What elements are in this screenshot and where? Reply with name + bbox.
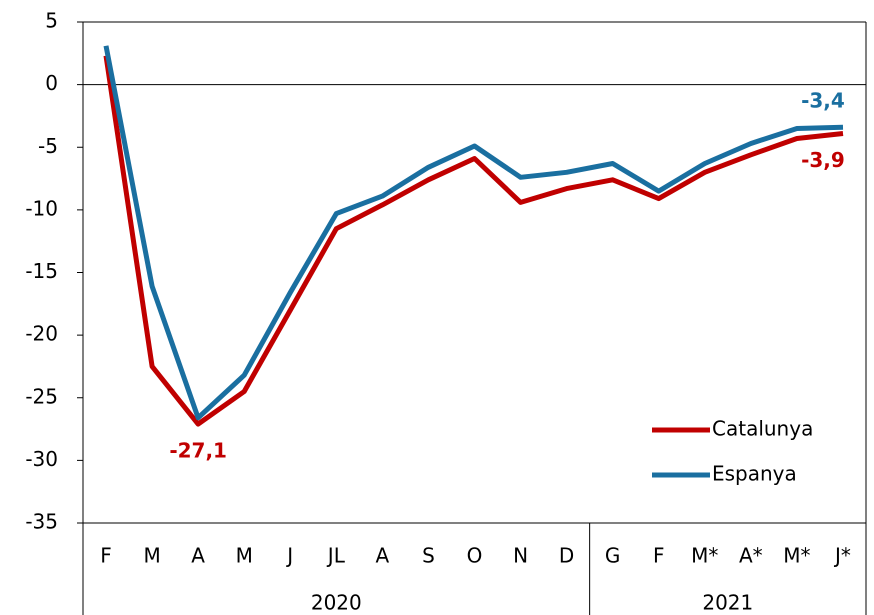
y-tick-label: -30 bbox=[25, 447, 58, 471]
x-tick-label: D bbox=[559, 544, 574, 568]
x-group-label: 2020 bbox=[311, 591, 362, 615]
x-tick-label: M bbox=[143, 544, 160, 568]
line-series bbox=[103, 55, 844, 427]
x-tick-label: J bbox=[285, 544, 293, 568]
data-label: -3,4 bbox=[801, 89, 845, 113]
y-tick-label: -5 bbox=[38, 134, 58, 158]
legend-label: Catalunya bbox=[712, 417, 813, 441]
x-tick-label: A bbox=[191, 544, 205, 568]
x-tick-label: A bbox=[376, 544, 390, 568]
x-tick-label: G bbox=[605, 544, 621, 568]
x-tick-label: A* bbox=[739, 544, 763, 568]
y-tick-label: -25 bbox=[25, 384, 58, 408]
y-tick-label: -20 bbox=[25, 322, 58, 346]
x-tick-label: M bbox=[236, 544, 253, 568]
data-label: -27,1 bbox=[169, 439, 227, 463]
x-tick-label: M* bbox=[691, 544, 718, 568]
line-series bbox=[103, 45, 844, 421]
data-label: -3,9 bbox=[801, 148, 845, 172]
x-tick-label: F bbox=[100, 544, 112, 568]
x-tick-label: N bbox=[513, 544, 528, 568]
y-tick-label: -10 bbox=[25, 196, 58, 220]
legend-label: Espanya bbox=[712, 462, 797, 486]
y-tick-label: 5 bbox=[45, 9, 58, 33]
x-tick-label: M* bbox=[783, 544, 810, 568]
y-tick-label: 0 bbox=[45, 71, 58, 95]
y-tick-label: -15 bbox=[25, 259, 58, 283]
x-tick-label: F bbox=[653, 544, 665, 568]
y-tick-label: -35 bbox=[25, 510, 58, 534]
x-group-label: 2021 bbox=[702, 591, 753, 615]
x-tick-label: S bbox=[422, 544, 435, 568]
x-tick-label: J* bbox=[833, 544, 851, 568]
x-tick-label: JL bbox=[326, 544, 346, 568]
x-tick-label: O bbox=[467, 544, 483, 568]
